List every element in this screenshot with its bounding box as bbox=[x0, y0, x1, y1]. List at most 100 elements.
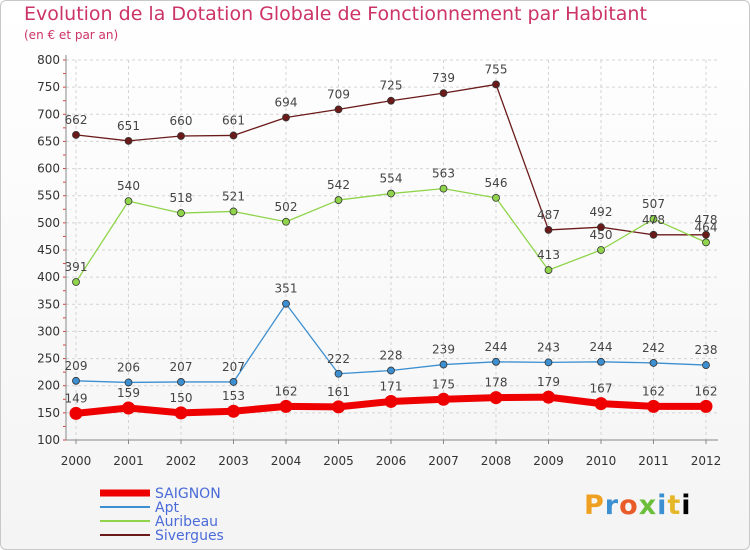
data-label-saignon: 179 bbox=[537, 375, 560, 389]
data-point-apt bbox=[597, 357, 605, 366]
data-point-saignon bbox=[279, 399, 293, 413]
data-label-sivergues: 739 bbox=[432, 71, 455, 85]
legend-label-apt: Apt bbox=[155, 500, 179, 516]
y-tick-label: 250 bbox=[37, 352, 60, 366]
data-label-saignon: 162 bbox=[642, 384, 665, 398]
x-tick-label: 2010 bbox=[586, 454, 617, 468]
data-point-saignon bbox=[384, 394, 398, 408]
data-label-sivergues: 651 bbox=[117, 119, 140, 133]
data-label-apt: 209 bbox=[65, 359, 88, 373]
data-point-auribeau bbox=[649, 215, 658, 223]
data-point-apt bbox=[334, 369, 343, 378]
data-point-auribeau bbox=[72, 278, 80, 286]
legend-label-auribeau: Auribeau bbox=[155, 514, 218, 530]
data-point-auribeau bbox=[229, 207, 238, 216]
x-tick-label: 2006 bbox=[376, 454, 407, 468]
data-label-apt: 244 bbox=[485, 340, 508, 354]
data-point-saignon bbox=[489, 391, 503, 405]
x-tick-label: 2005 bbox=[323, 454, 354, 468]
data-point-auribeau bbox=[439, 184, 448, 193]
data-label-saignon: 161 bbox=[327, 385, 350, 399]
legend-label-sivergues: Sivergues bbox=[155, 528, 224, 544]
data-point-saignon bbox=[122, 401, 135, 415]
data-point-sivergues bbox=[229, 131, 238, 140]
data-label-auribeau: 391 bbox=[65, 260, 88, 274]
data-label-sivergues: 478 bbox=[695, 213, 718, 227]
data-point-saignon bbox=[594, 397, 608, 411]
data-point-sivergues bbox=[597, 223, 605, 232]
x-tick-label: 2009 bbox=[533, 454, 564, 468]
data-point-sivergues bbox=[177, 132, 185, 140]
data-label-sivergues: 660 bbox=[170, 114, 193, 128]
data-label-auribeau: 502 bbox=[275, 200, 298, 214]
data-labels: 662 651 660 661 694 709 725 739 755 487 492 478 478 3… bbox=[65, 62, 718, 405]
data-point-saignon bbox=[542, 390, 555, 404]
data-label-saignon: 175 bbox=[432, 377, 455, 391]
data-label-sivergues: 755 bbox=[485, 62, 508, 76]
grid bbox=[66, 59, 718, 441]
data-label-auribeau: 563 bbox=[432, 167, 455, 181]
data-label-auribeau: 546 bbox=[485, 176, 508, 190]
data-label-saignon: 150 bbox=[170, 391, 193, 405]
y-tick-label: 400 bbox=[37, 270, 60, 284]
data-label-auribeau: 450 bbox=[590, 228, 613, 242]
data-label-apt: 351 bbox=[275, 282, 298, 296]
data-point-apt bbox=[177, 378, 185, 386]
data-point-saignon bbox=[227, 404, 240, 418]
proxiti-logo: Proxiti bbox=[584, 490, 692, 521]
data-label-apt: 238 bbox=[695, 343, 718, 357]
data-point-saignon bbox=[174, 406, 188, 420]
data-label-apt: 207 bbox=[222, 360, 245, 374]
y-tick-label: 100 bbox=[37, 433, 60, 447]
data-label-saignon: 159 bbox=[117, 386, 140, 400]
data-label-saignon: 162 bbox=[695, 384, 718, 398]
data-label-apt: 222 bbox=[327, 352, 350, 366]
data-label-apt: 228 bbox=[380, 349, 403, 363]
data-point-apt bbox=[544, 358, 553, 367]
series bbox=[69, 80, 713, 420]
data-point-saignon bbox=[647, 399, 660, 413]
data-point-auribeau bbox=[124, 197, 133, 206]
data-point-auribeau bbox=[492, 193, 500, 202]
data-point-auribeau bbox=[282, 217, 290, 226]
data-point-saignon bbox=[332, 400, 345, 414]
data-point-sivergues bbox=[649, 230, 658, 239]
data-label-apt: 242 bbox=[642, 341, 665, 355]
axes: 100 150 200 250 300 350 400 450 500 550 600 650 700 7… bbox=[37, 53, 721, 468]
data-label-auribeau: 540 bbox=[117, 179, 140, 193]
data-point-auribeau bbox=[597, 246, 605, 254]
data-label-auribeau: 518 bbox=[170, 191, 193, 205]
data-label-sivergues: 478 bbox=[642, 213, 665, 227]
x-tick-label: 2011 bbox=[638, 454, 669, 468]
y-tick-label: 550 bbox=[37, 189, 60, 203]
data-point-saignon bbox=[69, 406, 83, 420]
data-label-sivergues: 487 bbox=[537, 208, 560, 222]
data-label-sivergues: 725 bbox=[380, 79, 403, 93]
data-label-saignon: 162 bbox=[275, 384, 298, 398]
data-label-auribeau: 521 bbox=[222, 189, 245, 203]
chart-subtitle: (en € et par an) bbox=[24, 28, 119, 42]
data-label-auribeau: 413 bbox=[537, 248, 560, 262]
x-tick-label: 2004 bbox=[271, 454, 302, 468]
data-point-apt bbox=[387, 366, 395, 375]
x-tick-label: 2002 bbox=[166, 454, 197, 468]
data-point-apt bbox=[282, 299, 290, 308]
data-point-apt bbox=[439, 360, 448, 369]
data-point-sivergues bbox=[387, 96, 395, 105]
y-tick-label: 350 bbox=[37, 297, 60, 311]
data-point-auribeau bbox=[334, 196, 343, 204]
y-tick-label: 200 bbox=[37, 379, 60, 393]
data-label-sivergues: 492 bbox=[590, 205, 613, 219]
data-point-apt bbox=[229, 378, 238, 386]
legend-label-saignon: SAIGNON bbox=[155, 486, 221, 502]
data-label-saignon: 171 bbox=[380, 379, 403, 393]
data-point-saignon bbox=[437, 392, 450, 406]
x-tick-label: 2012 bbox=[691, 454, 722, 468]
y-tick-label: 700 bbox=[37, 107, 60, 121]
data-label-sivergues: 661 bbox=[222, 113, 245, 127]
data-point-auribeau bbox=[177, 209, 185, 217]
data-label-saignon: 153 bbox=[222, 389, 245, 403]
data-point-auribeau bbox=[387, 189, 395, 198]
